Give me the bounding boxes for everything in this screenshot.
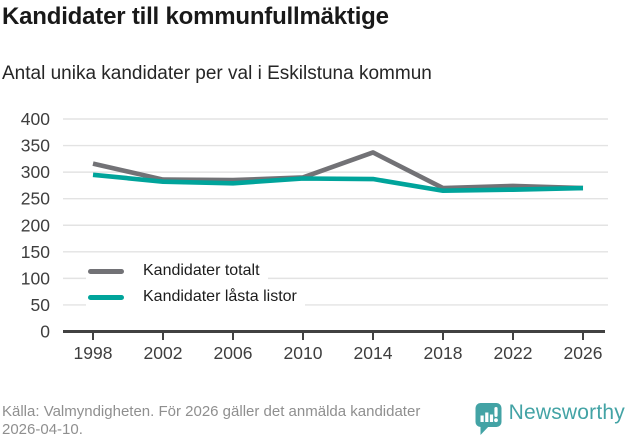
y-tick-label: 350 [21, 136, 50, 156]
legend-item-locked-lists: Kandidater låsta listor [86, 284, 305, 310]
chart-canvas: 1998 2002 2006 2010 2014 2018 2022 2026 0 50 100 15… [21, 109, 608, 363]
legend-swatch-teal [88, 294, 124, 300]
legend-label: Kandidater låsta listor [143, 288, 297, 305]
brand-wordmark: Newsworthy [508, 401, 625, 424]
y-tick-label: 0 [40, 322, 50, 342]
data-line-1 [92, 172, 584, 194]
x-tick-label: 2010 [284, 343, 323, 363]
x-tick-label: 2026 [564, 343, 603, 363]
line-chart: 1998 2002 2006 2010 2014 2018 2022 2026 0 50 100 15… [0, 100, 631, 370]
y-tick-label: 400 [21, 109, 50, 129]
y-tick-label: 250 [21, 189, 50, 209]
page-subtitle: Antal unika kandidater per val i Eskilst… [2, 63, 432, 84]
legend-label: Kandidater totalt [143, 262, 260, 279]
x-tick-label: 2006 [214, 343, 253, 363]
y-tick-label: 200 [21, 215, 50, 235]
y-tick-label: 150 [21, 242, 50, 262]
source-note: Källa: Valmyndigheten. För 2026 gäller d… [2, 403, 421, 438]
x-tick-label: 2002 [144, 343, 183, 363]
y-tick-label: 300 [21, 162, 50, 182]
x-tick-label: 1998 [74, 343, 113, 363]
data-line-0 [92, 150, 584, 191]
x-tick-label: 2022 [494, 343, 533, 363]
page-title: Kandidater till kommunfullmäktige [2, 3, 389, 30]
newsworthy-bubble-chart-icon [475, 403, 502, 435]
x-tick-label: 2018 [424, 343, 463, 363]
x-tick-label: 2014 [354, 343, 393, 363]
legend-item-total: Kandidater totalt [86, 258, 268, 284]
y-tick-label: 50 [31, 295, 51, 315]
legend-swatch-gray [88, 268, 124, 274]
brand-logo: Newsworthy [475, 400, 625, 436]
y-tick-label: 100 [21, 268, 50, 288]
